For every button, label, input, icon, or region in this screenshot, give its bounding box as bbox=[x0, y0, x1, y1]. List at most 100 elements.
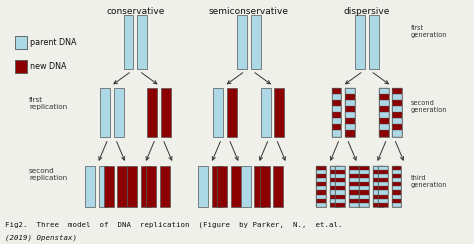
FancyBboxPatch shape bbox=[379, 112, 389, 118]
FancyBboxPatch shape bbox=[392, 174, 401, 178]
FancyBboxPatch shape bbox=[330, 166, 340, 170]
FancyBboxPatch shape bbox=[330, 190, 340, 194]
FancyBboxPatch shape bbox=[317, 199, 326, 203]
FancyBboxPatch shape bbox=[392, 190, 401, 194]
FancyBboxPatch shape bbox=[378, 182, 388, 186]
FancyBboxPatch shape bbox=[331, 100, 341, 106]
FancyBboxPatch shape bbox=[160, 166, 170, 207]
FancyBboxPatch shape bbox=[331, 131, 341, 137]
FancyBboxPatch shape bbox=[379, 124, 389, 131]
Text: second
generation: second generation bbox=[411, 100, 447, 113]
FancyBboxPatch shape bbox=[317, 182, 326, 186]
FancyBboxPatch shape bbox=[335, 199, 345, 203]
Text: parent DNA: parent DNA bbox=[30, 38, 77, 47]
FancyBboxPatch shape bbox=[345, 112, 355, 118]
FancyBboxPatch shape bbox=[331, 118, 341, 124]
FancyBboxPatch shape bbox=[255, 166, 264, 207]
FancyBboxPatch shape bbox=[335, 194, 345, 199]
FancyBboxPatch shape bbox=[378, 166, 388, 170]
FancyBboxPatch shape bbox=[373, 182, 383, 186]
Text: dispersive: dispersive bbox=[344, 7, 390, 16]
FancyBboxPatch shape bbox=[118, 166, 128, 207]
FancyBboxPatch shape bbox=[392, 182, 401, 186]
FancyBboxPatch shape bbox=[378, 199, 388, 203]
FancyBboxPatch shape bbox=[359, 186, 369, 190]
Text: first
replication: first replication bbox=[29, 97, 67, 110]
FancyBboxPatch shape bbox=[330, 186, 340, 190]
Text: first
generation: first generation bbox=[411, 24, 447, 38]
FancyBboxPatch shape bbox=[349, 178, 359, 182]
FancyBboxPatch shape bbox=[331, 112, 341, 118]
Text: Fig2.  Three  model  of  DNA  replication  (Figure  by Parker,  N.,  et.al.: Fig2. Three model of DNA replication (Fi… bbox=[5, 222, 343, 228]
FancyBboxPatch shape bbox=[15, 60, 27, 73]
FancyBboxPatch shape bbox=[331, 94, 341, 100]
FancyBboxPatch shape bbox=[392, 186, 401, 190]
FancyBboxPatch shape bbox=[349, 166, 359, 170]
FancyBboxPatch shape bbox=[373, 170, 383, 174]
Text: new DNA: new DNA bbox=[30, 62, 67, 71]
FancyBboxPatch shape bbox=[330, 194, 340, 199]
FancyBboxPatch shape bbox=[317, 170, 326, 174]
FancyBboxPatch shape bbox=[335, 170, 345, 174]
FancyBboxPatch shape bbox=[379, 131, 389, 137]
FancyBboxPatch shape bbox=[359, 203, 369, 207]
FancyBboxPatch shape bbox=[392, 124, 402, 131]
FancyBboxPatch shape bbox=[392, 94, 402, 100]
FancyBboxPatch shape bbox=[124, 15, 134, 69]
FancyBboxPatch shape bbox=[359, 194, 369, 199]
FancyBboxPatch shape bbox=[345, 88, 355, 94]
FancyBboxPatch shape bbox=[392, 178, 401, 182]
FancyBboxPatch shape bbox=[317, 203, 326, 207]
FancyBboxPatch shape bbox=[335, 182, 345, 186]
FancyBboxPatch shape bbox=[345, 106, 355, 112]
FancyBboxPatch shape bbox=[212, 166, 222, 207]
FancyBboxPatch shape bbox=[392, 112, 402, 118]
FancyBboxPatch shape bbox=[85, 166, 95, 207]
FancyBboxPatch shape bbox=[213, 88, 223, 137]
FancyBboxPatch shape bbox=[359, 170, 369, 174]
FancyBboxPatch shape bbox=[217, 166, 227, 207]
FancyBboxPatch shape bbox=[373, 194, 383, 199]
FancyBboxPatch shape bbox=[330, 178, 340, 182]
FancyBboxPatch shape bbox=[378, 170, 388, 174]
Text: second
replication: second replication bbox=[29, 168, 67, 181]
FancyBboxPatch shape bbox=[373, 190, 383, 194]
FancyBboxPatch shape bbox=[114, 88, 124, 137]
FancyBboxPatch shape bbox=[317, 186, 326, 190]
FancyBboxPatch shape bbox=[379, 100, 389, 106]
FancyBboxPatch shape bbox=[251, 15, 261, 69]
FancyBboxPatch shape bbox=[141, 166, 151, 207]
FancyBboxPatch shape bbox=[373, 178, 383, 182]
FancyBboxPatch shape bbox=[128, 166, 137, 207]
FancyBboxPatch shape bbox=[392, 118, 402, 124]
FancyBboxPatch shape bbox=[161, 88, 171, 137]
FancyBboxPatch shape bbox=[147, 88, 157, 137]
FancyBboxPatch shape bbox=[330, 174, 340, 178]
FancyBboxPatch shape bbox=[274, 88, 284, 137]
FancyBboxPatch shape bbox=[349, 170, 359, 174]
FancyBboxPatch shape bbox=[104, 166, 114, 207]
FancyBboxPatch shape bbox=[317, 194, 326, 199]
FancyBboxPatch shape bbox=[317, 190, 326, 194]
FancyBboxPatch shape bbox=[359, 190, 369, 194]
FancyBboxPatch shape bbox=[373, 166, 383, 170]
FancyBboxPatch shape bbox=[330, 182, 340, 186]
FancyBboxPatch shape bbox=[378, 186, 388, 190]
FancyBboxPatch shape bbox=[373, 174, 383, 178]
FancyBboxPatch shape bbox=[330, 170, 340, 174]
FancyBboxPatch shape bbox=[359, 174, 369, 178]
FancyBboxPatch shape bbox=[335, 190, 345, 194]
Text: third
generation: third generation bbox=[411, 175, 447, 188]
FancyBboxPatch shape bbox=[349, 199, 359, 203]
FancyBboxPatch shape bbox=[317, 178, 326, 182]
FancyBboxPatch shape bbox=[331, 88, 341, 94]
FancyBboxPatch shape bbox=[373, 199, 383, 203]
FancyBboxPatch shape bbox=[378, 174, 388, 178]
Text: conservative: conservative bbox=[106, 7, 164, 16]
FancyBboxPatch shape bbox=[237, 15, 247, 69]
FancyBboxPatch shape bbox=[345, 94, 355, 100]
FancyBboxPatch shape bbox=[331, 124, 341, 131]
FancyBboxPatch shape bbox=[261, 88, 271, 137]
FancyBboxPatch shape bbox=[227, 88, 237, 137]
FancyBboxPatch shape bbox=[349, 186, 359, 190]
